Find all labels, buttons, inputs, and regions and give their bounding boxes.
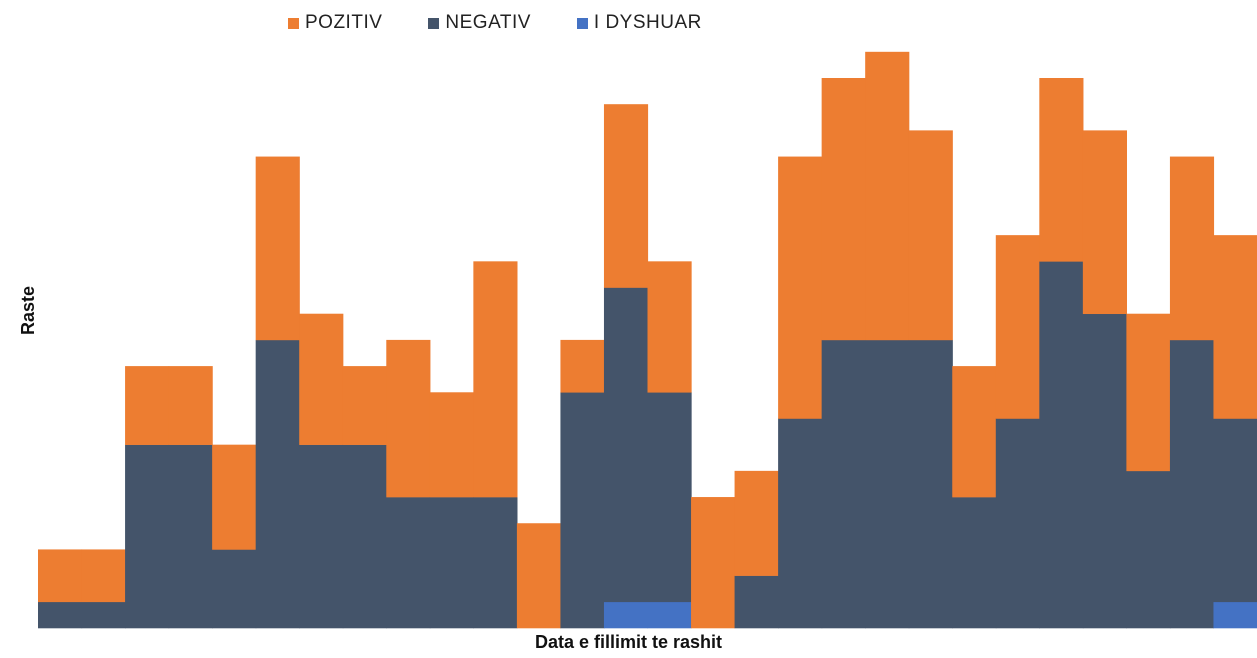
bar-pozitiv-7: [299, 313, 344, 445]
legend-swatch-pozitiv: [288, 17, 299, 29]
bar-negativ-9: [386, 497, 431, 629]
bar-pozitiv-28: [1213, 235, 1257, 419]
bar-negativ-2: [81, 601, 126, 629]
bar-pozitiv-12: [516, 523, 562, 629]
legend-item-negativ: NEGATIV: [428, 12, 531, 34]
bar-pozitiv-17: [734, 470, 779, 576]
bar-pozitiv-1: [38, 549, 83, 603]
bar-pozitiv-18: [778, 156, 823, 419]
bar-negativ-20: [865, 339, 910, 629]
bar-pozitiv-25: [1082, 130, 1127, 315]
bar-pozitiv-9: [386, 339, 431, 498]
bar-negativ-18: [778, 418, 823, 629]
bar-pozitiv-3: [125, 366, 170, 445]
bar-negativ-25: [1082, 313, 1127, 629]
bar-pozitiv-11: [473, 261, 518, 498]
bar-negativ-15: [647, 392, 692, 603]
bar-negativ-10: [429, 497, 474, 629]
bar-negativ-5: [212, 549, 257, 629]
bar-pozitiv-23: [995, 235, 1040, 419]
bar-i-dyshuar-28: [1213, 601, 1257, 629]
legend-swatch-i-dyshuar: [576, 17, 588, 29]
bar-pozitiv-4: [168, 366, 213, 445]
bar-pozitiv-13: [560, 339, 605, 393]
bar-pozitiv-20: [865, 51, 910, 341]
legend-item-pozitiv: POZITIV: [288, 12, 382, 34]
y-axis-label: Raste: [18, 285, 39, 336]
legend-item-i-dyshuar: I DYSHUAR: [576, 12, 702, 34]
bar-pozitiv-27: [1169, 156, 1215, 341]
bar-pozitiv-5: [212, 444, 257, 550]
legend-label-negativ: NEGATIV: [445, 12, 531, 33]
bar-negativ-19: [821, 339, 866, 629]
bar-pozitiv-26: [1126, 313, 1171, 472]
bar-negativ-8: [342, 444, 387, 629]
x-axis-label: Data e fillimit te rashit: [534, 632, 723, 652]
bar-negativ-24: [1039, 261, 1084, 629]
bar-pozitiv-24: [1039, 78, 1084, 262]
legend-label-i-dyshuar: I DYSHUAR: [593, 12, 702, 33]
bar-negativ-1: [38, 601, 83, 629]
bar-negativ-28: [1213, 418, 1257, 603]
bar-negativ-6: [255, 339, 300, 629]
bar-negativ-23: [995, 418, 1040, 629]
bar-negativ-27: [1169, 339, 1215, 629]
bar-negativ-14: [603, 287, 649, 603]
bar-pozitiv-2: [81, 549, 126, 603]
bar-i-dyshuar-15: [647, 601, 692, 629]
bar-negativ-22: [952, 497, 997, 629]
bar-negativ-11: [473, 497, 518, 629]
bar-negativ-7: [299, 444, 344, 629]
legend-label-pozitiv: POZITIV: [305, 12, 383, 33]
bar-pozitiv-6: [255, 156, 300, 341]
bar-pozitiv-21: [908, 130, 953, 341]
bar-negativ-13: [560, 392, 605, 629]
bar-negativ-4: [168, 444, 213, 629]
bar-pozitiv-15: [647, 261, 692, 393]
bar-pozitiv-16: [691, 497, 736, 629]
legend: POZITIV NEGATIV I DYSHUAR: [288, 12, 702, 34]
bar-pozitiv-19: [821, 78, 866, 341]
bar-pozitiv-8: [342, 366, 387, 445]
legend-swatch-negativ: [428, 17, 440, 29]
bar-pozitiv-22: [952, 366, 997, 498]
bar-pozitiv-10: [429, 392, 474, 498]
bar-negativ-3: [125, 444, 170, 629]
bar-pozitiv-14: [603, 104, 649, 288]
bar-i-dyshuar-14: [603, 601, 649, 629]
bar-negativ-17: [734, 575, 779, 629]
bar-negativ-21: [908, 339, 953, 629]
bar-negativ-26: [1126, 470, 1171, 629]
